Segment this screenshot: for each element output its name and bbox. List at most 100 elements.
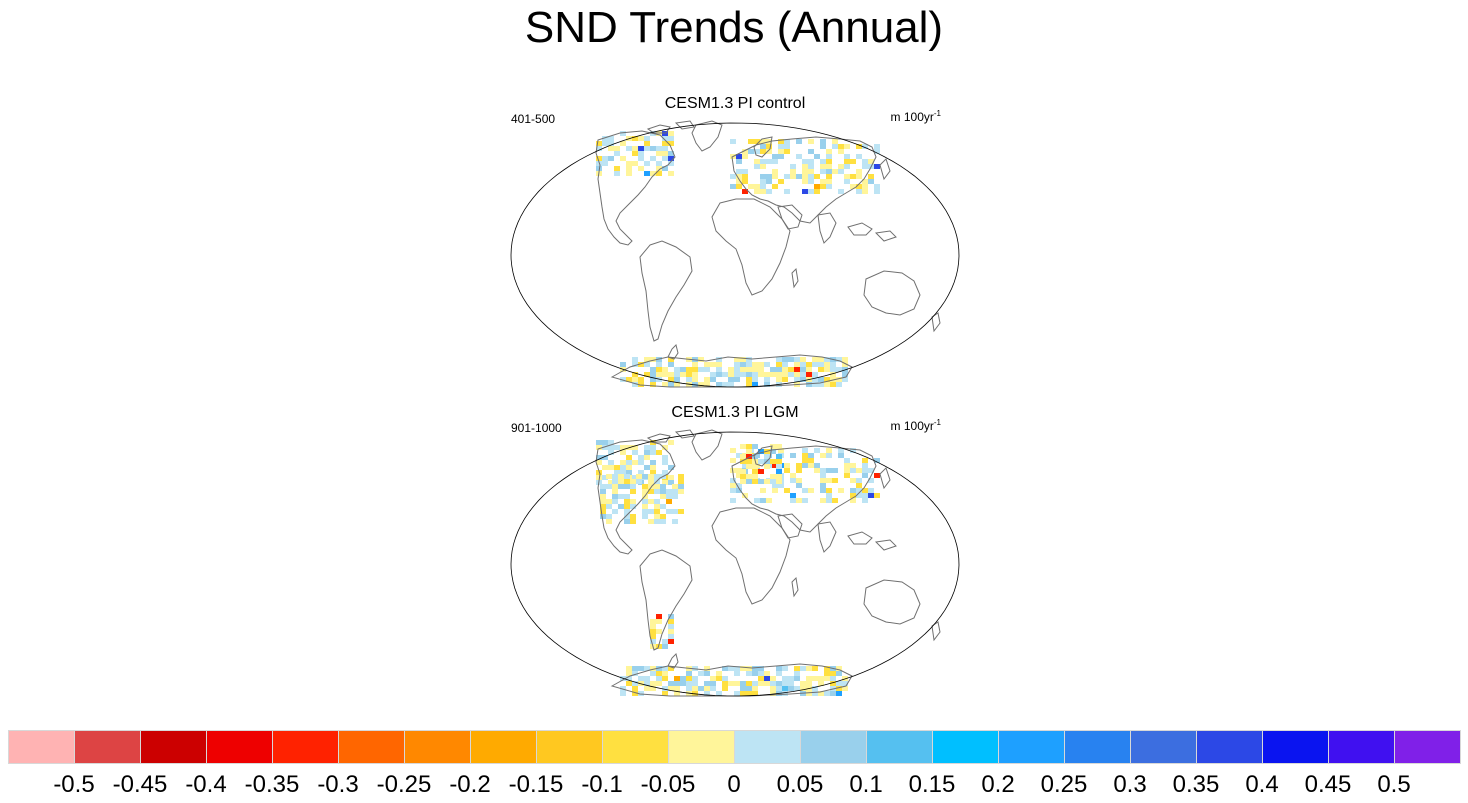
trend-grid-cell: [770, 681, 776, 686]
panel-units: m 100yr-1: [890, 418, 941, 433]
trend-grid-cell: [660, 514, 666, 519]
trend-grid-cell: [790, 493, 796, 498]
trend-grid-cell: [650, 671, 656, 676]
trend-grid-cell: [600, 509, 606, 514]
trend-grid-cell: [760, 189, 766, 194]
trend-grid-cell: [612, 489, 618, 494]
trend-grid-cell: [716, 357, 722, 362]
trend-grid-cell: [760, 149, 766, 154]
trend-grid-cell: [668, 480, 674, 485]
trend-grid-cell: [862, 144, 868, 149]
trend-grid-cell: [826, 174, 832, 179]
trend-grid-cell: [668, 156, 674, 161]
trend-grid-cell: [796, 139, 802, 144]
trend-grid-cell: [666, 494, 672, 499]
trend-grid-cell: [660, 484, 666, 489]
trend-grid-cell: [832, 468, 838, 473]
trend-grid-cell: [666, 509, 672, 514]
trend-grid-cell: [606, 514, 612, 519]
trend-grid-cell: [650, 634, 656, 639]
trend-grid-cell: [838, 164, 844, 169]
trend-grid-cell: [772, 169, 778, 174]
trend-grid-cell: [608, 480, 614, 485]
trend-grid-cell: [736, 174, 742, 179]
trend-grid-cell: [790, 453, 796, 458]
trend-grid-cell: [770, 474, 776, 479]
trend-grid-cell: [794, 666, 800, 671]
trend-grid-cell: [856, 174, 862, 179]
trend-grid-cell: [734, 372, 740, 377]
trend-grid-cell: [614, 166, 620, 171]
coastline: [847, 531, 873, 545]
trend-grid-cell: [746, 671, 752, 676]
trend-grid-cell: [772, 159, 778, 164]
trend-grid-cell: [620, 362, 626, 367]
trend-grid-cell: [596, 141, 602, 146]
trend-grid-cell: [856, 154, 862, 159]
trend-grid-cell: [648, 484, 654, 489]
trend-grid-cell: [784, 488, 790, 493]
trend-grid-cell: [624, 484, 630, 489]
trend-grid-cell: [836, 367, 842, 372]
trend-grid-cell: [802, 164, 808, 169]
trend-grid-cell: [680, 372, 686, 377]
trend-grid-cell: [638, 136, 644, 141]
trend-grid-cell: [602, 141, 608, 146]
trend-grid-cell: [642, 484, 648, 489]
trend-grid-cell: [766, 174, 772, 179]
trend-grid-cell: [648, 479, 654, 484]
trend-grid-cell: [770, 691, 776, 696]
trend-grid-cell: [638, 666, 644, 671]
trend-grid-cell: [746, 464, 752, 469]
trend-grid-cell: [740, 357, 746, 362]
coastline: [711, 507, 791, 605]
coastline: [817, 212, 837, 244]
trend-grid-cell: [752, 479, 758, 484]
trend-grid-cell: [656, 166, 662, 171]
trend-grid-cell: [668, 151, 674, 156]
trend-grid-cell: [830, 691, 836, 696]
trend-grid-cell: [662, 639, 668, 644]
trend-grid-cell: [626, 166, 632, 171]
trend-grid-cell: [632, 671, 638, 676]
trend-grid-cell: [612, 509, 618, 514]
coastline: [791, 576, 799, 598]
trend-grid-cell: [680, 676, 686, 681]
trend-grid-cell: [686, 377, 692, 382]
trend-grid-cell: [736, 453, 742, 458]
trend-grid-cell: [776, 459, 782, 464]
trend-grid-cell: [668, 614, 674, 619]
trend-grid-cell: [620, 445, 626, 450]
trend-grid-cell: [778, 448, 784, 453]
trend-grid-cell: [842, 377, 848, 382]
trend-grid-cell: [826, 468, 832, 473]
trend-grid-cell: [596, 146, 602, 151]
trend-grid-cell: [806, 681, 812, 686]
colorbar-tick-label: -0.2: [449, 771, 491, 798]
trend-grid-cell: [752, 469, 758, 474]
coastline: [595, 439, 676, 555]
figure-title: SND Trends (Annual): [524, 3, 944, 52]
trend-grid-cell: [650, 470, 656, 475]
trend-grid-cell: [650, 382, 656, 387]
trend-grid-cell: [612, 499, 618, 504]
trend-grid-cell: [790, 164, 796, 169]
trend-grid-cell: [832, 144, 838, 149]
trend-grid-cell: [730, 448, 736, 453]
trend-grid-cell: [650, 465, 656, 470]
trend-grid-cell: [746, 686, 752, 691]
trend-grid-cell: [862, 458, 868, 463]
trend-grid-cell: [606, 504, 612, 509]
trend-grid-cell: [826, 179, 832, 184]
coastline: [753, 445, 773, 467]
trend-grid-cell: [868, 488, 874, 493]
trend-grid-cell: [806, 372, 812, 377]
trend-grid-cell: [632, 450, 638, 455]
trend-grid-cell: [600, 484, 606, 489]
trend-grid-cell: [760, 498, 766, 503]
trend-grid-cell: [752, 382, 758, 387]
trend-grid-cell: [654, 484, 660, 489]
trend-grid-cell: [760, 139, 766, 144]
trend-grid-cell: [784, 468, 790, 473]
trend-grid-cell: [742, 174, 748, 179]
